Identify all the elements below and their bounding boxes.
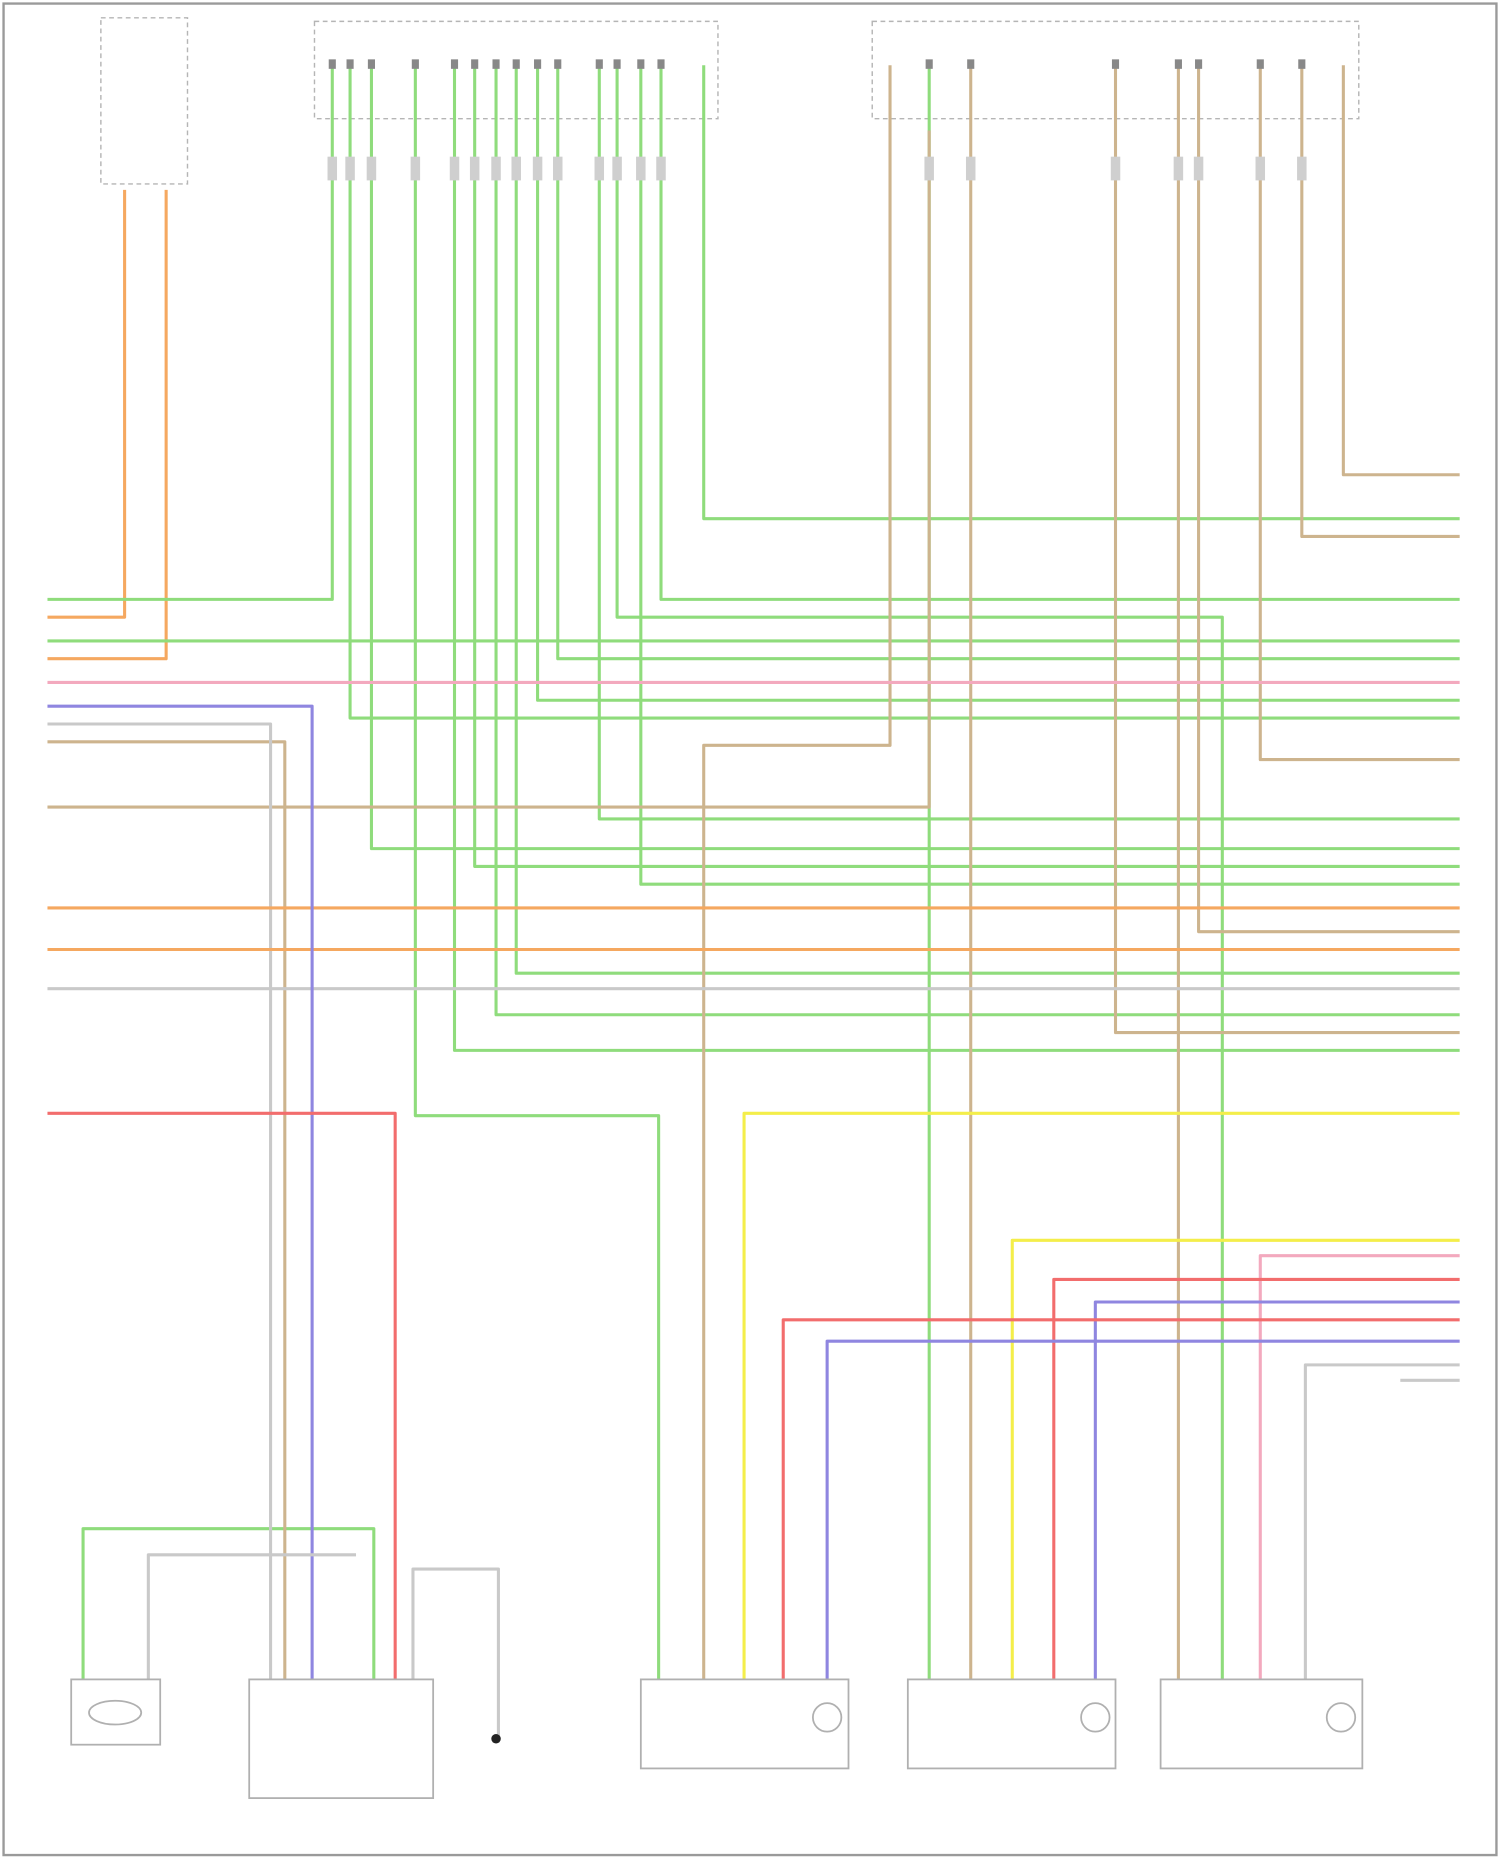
wire-red: [47, 1111, 397, 1680]
wire-green: [659, 65, 1460, 601]
actuator-center-motor-icon: [1080, 1702, 1111, 1733]
wire-color-tag: [366, 156, 377, 181]
connector-pin: [967, 59, 975, 69]
wire-pink: [1258, 1254, 1460, 1680]
wire-gray: [1303, 1363, 1460, 1680]
wire-tan: [1258, 65, 1460, 762]
connector-top-left: [100, 17, 189, 185]
wire-color-tag: [327, 156, 338, 181]
wire-purple: [47, 704, 314, 1680]
wire-color-tag: [636, 156, 646, 181]
wire-green: [556, 65, 1460, 661]
wire-color-tag: [511, 156, 521, 181]
wire-tan: [702, 65, 892, 1680]
wire-tan: [47, 130, 931, 809]
wire-color-tag: [553, 156, 563, 181]
wire-color-tag: [965, 156, 976, 181]
wire-green: [452, 65, 1460, 1052]
wire-color-tag: [1110, 156, 1121, 181]
wire-green: [369, 65, 1460, 851]
wire-green: [81, 1527, 376, 1680]
motor-icon: [88, 1699, 143, 1726]
wire-purple: [825, 1339, 1460, 1680]
wire-gray: [47, 722, 273, 1680]
wire-color-tag: [469, 156, 480, 181]
wire-color-tag: [612, 156, 622, 181]
wire-green: [597, 65, 1460, 821]
connector-pin: [492, 59, 500, 69]
wire-color-tag: [449, 156, 460, 181]
wire-color-tag: [1297, 156, 1307, 181]
wire-green: [615, 65, 1224, 1680]
wire-orange: [47, 189, 127, 619]
wire-yellow: [742, 1111, 1460, 1680]
wire-tan: [1113, 65, 1460, 1035]
wire-color-tag: [656, 156, 666, 181]
wire-color-tag: [594, 156, 605, 181]
connector-pin: [367, 59, 375, 69]
connector-pin: [637, 59, 645, 69]
wire-tan: [1197, 65, 1460, 934]
wire-tan: [1300, 65, 1460, 539]
pins: [327, 59, 1307, 181]
wire-green: [702, 65, 1460, 521]
wire-tan: [1341, 65, 1460, 477]
connector-pin: [595, 59, 603, 69]
wire-green: [413, 65, 661, 1680]
connector-pin: [512, 59, 520, 69]
connector-pin: [1111, 59, 1120, 69]
ground-icon: [491, 1734, 501, 1744]
connector-pin: [1195, 59, 1203, 69]
connector-pin: [346, 59, 354, 69]
wire-purple: [1093, 1300, 1460, 1680]
wire-green: [47, 65, 334, 601]
wire-gray: [146, 1553, 357, 1680]
wire-color-tag: [1255, 156, 1266, 181]
wire-green: [639, 65, 1460, 886]
connector-pin: [613, 59, 621, 69]
wire-color-tag: [491, 156, 501, 181]
wire-color-tag: [410, 156, 421, 181]
actuator-left-motor-icon: [812, 1702, 843, 1733]
connector-pin: [471, 59, 479, 69]
wire-green: [494, 65, 1460, 1017]
connector-pin: [657, 59, 665, 69]
wire-red: [1052, 1277, 1460, 1680]
connector-pin: [328, 59, 336, 69]
wire-orange: [47, 189, 168, 661]
wire-gray: [411, 1567, 500, 1739]
connector-pin: [411, 59, 419, 69]
wire-red: [781, 1318, 1460, 1680]
wire-green: [348, 65, 1460, 720]
wires: [47, 65, 1460, 1739]
wire-green: [514, 65, 1460, 975]
connector-pin: [534, 59, 542, 69]
wire-color-tag: [1193, 156, 1204, 181]
connector-pin: [1298, 59, 1306, 69]
wire-color-tag: [1173, 156, 1184, 181]
wire-green: [536, 65, 1460, 702]
connector-pin: [450, 59, 459, 69]
connector-pin: [925, 59, 933, 69]
actuator-right-motor-icon: [1325, 1702, 1357, 1733]
wire-color-tag: [924, 156, 934, 181]
connector-pin: [1174, 59, 1182, 69]
actuator-center: [906, 1678, 1117, 1770]
connector-pin: [1256, 59, 1264, 69]
wire-yellow: [1010, 1238, 1460, 1680]
wire-green: [473, 65, 1460, 868]
connector-pin: [554, 59, 562, 69]
control-module-component: [248, 1678, 435, 1799]
wire-color-tag: [532, 156, 543, 181]
wire-color-tag: [345, 156, 355, 181]
wire-tan: [47, 740, 287, 1680]
